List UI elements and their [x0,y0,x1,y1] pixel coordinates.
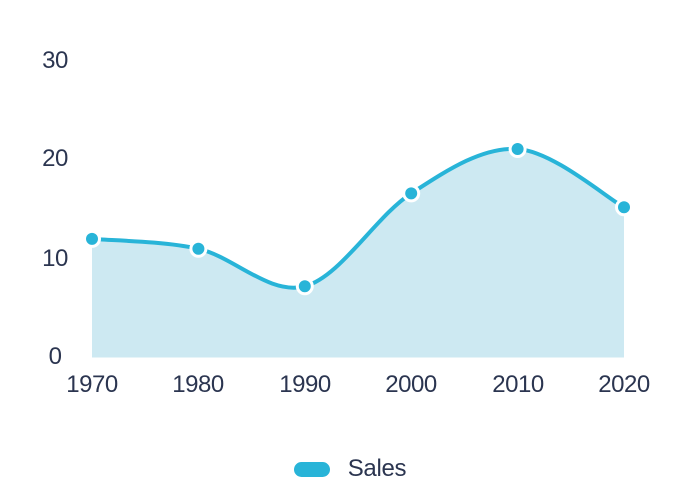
data-point-marker[interactable] [402,184,421,203]
x-axis-tick-label: 1970 [66,371,118,398]
series-area-fill [92,148,624,358]
data-point-marker[interactable] [615,198,633,217]
data-point-marker[interactable] [83,229,101,248]
y-axis-tick-label: 10 [42,245,68,272]
x-axis-tick-label: 2010 [492,371,544,398]
x-axis-tick-label: 1980 [172,371,224,398]
y-axis-tick-label: 0 [48,343,62,370]
y-axis-tick-label: 30 [42,47,68,74]
x-axis-tick-label: 1990 [279,371,331,398]
data-point-marker[interactable] [508,140,527,158]
data-point-markers [83,140,633,296]
legend-label: Sales [347,455,407,482]
x-axis-tick-label: 2020 [598,371,650,398]
data-point-marker[interactable] [189,239,208,258]
y-axis-tick-label: 20 [42,145,68,172]
data-point-marker[interactable] [295,277,314,296]
legend-item-sales[interactable]: Sales [0,455,700,483]
legend-marker-pill[interactable] [293,461,330,477]
x-axis-tick-label: 2000 [385,371,437,398]
